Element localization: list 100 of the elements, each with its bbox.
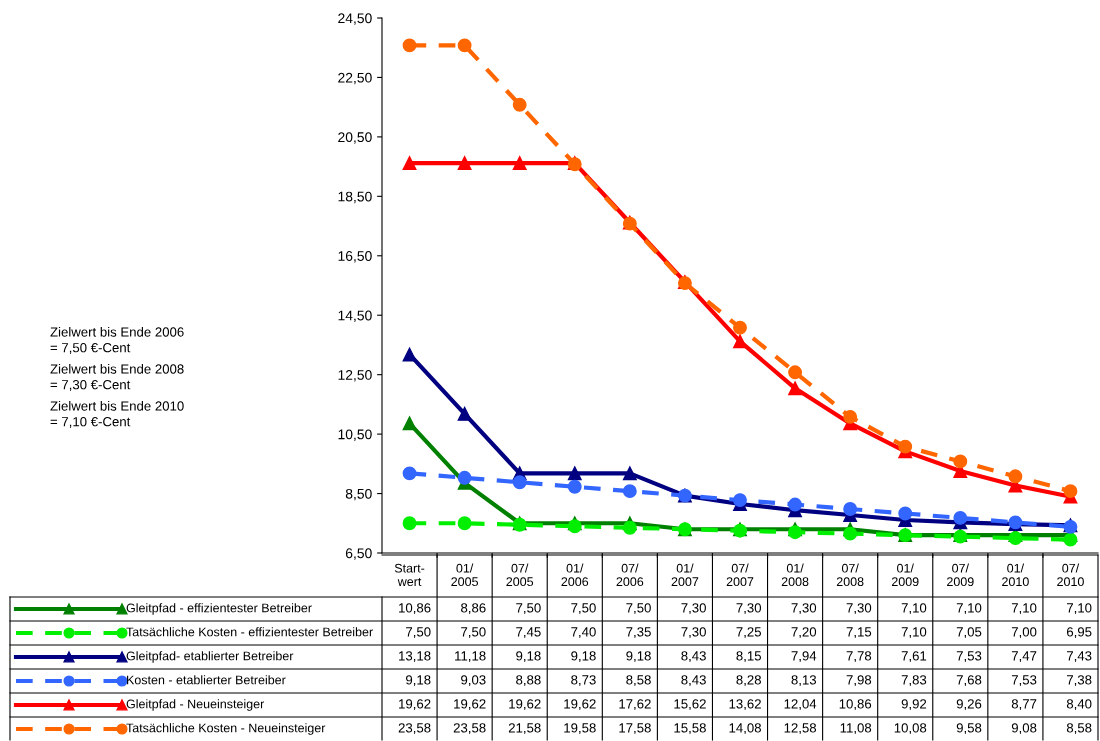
data-label: 23,58: [398, 723, 431, 735]
data-label: 7,30: [846, 603, 872, 615]
data-label: 7,98: [846, 675, 872, 687]
data-label: 7,00: [1011, 627, 1037, 639]
data-label: 7,30: [791, 603, 817, 615]
data-label: 11,08: [840, 723, 872, 735]
data-label: 8,40: [1066, 699, 1092, 711]
x-tick-label: Start- wert: [394, 563, 425, 587]
x-tick-label: 01/ 2010: [1002, 563, 1029, 587]
x-tick-label: 07/ 2009: [947, 563, 974, 587]
data-label: 7,53: [956, 651, 982, 663]
data-label: 7,50: [516, 603, 541, 615]
data-label: 8,58: [626, 675, 651, 687]
data-label: 8,73: [571, 675, 596, 687]
y-tick-label: 12,50: [338, 370, 372, 382]
x-tick-label: 07/ 2008: [836, 563, 864, 587]
data-label: 8,86: [461, 603, 486, 615]
x-tick-label: 07/ 2007: [726, 563, 754, 587]
data-label: 7,15: [846, 627, 872, 639]
x-tick-label: 01/ 2008: [781, 563, 809, 587]
data-label: 6,95: [1066, 627, 1092, 639]
data-label: 8,13: [791, 675, 817, 687]
data-label: 19,62: [509, 699, 541, 711]
data-label: 7,20: [791, 627, 817, 639]
data-label: 15,58: [674, 723, 706, 735]
legend-label: Gleitpfad - effizientester Betreiber: [126, 603, 312, 615]
y-tick-label: 24,50: [338, 13, 372, 25]
data-label: 8,28: [736, 675, 761, 687]
data-label: 7,40: [571, 627, 596, 639]
data-label: 7,35: [626, 627, 651, 639]
data-label: 10,86: [839, 699, 872, 711]
data-label: 7,45: [516, 627, 541, 639]
data-label: 7,05: [956, 627, 982, 639]
data-label: 15,62: [674, 699, 706, 711]
data-label: 7,30: [681, 603, 706, 615]
data-label: 9,03: [461, 675, 486, 687]
legend-label: Gleitpfad - Neueinsteiger: [126, 699, 265, 711]
data-label: 7,43: [1067, 651, 1092, 663]
text: Zielwert bis Ende 2006 = 7,50 €-Cent: [50, 327, 184, 354]
data-label: 8,88: [516, 675, 541, 687]
data-label: 7,10: [901, 603, 927, 615]
data-label: 23,58: [453, 723, 486, 735]
data-label: 9,08: [1011, 723, 1037, 735]
data-label: 17,62: [619, 699, 651, 711]
data-label: 7,10: [956, 603, 982, 615]
y-tick-label: 10,50: [338, 429, 372, 441]
data-label: 17,58: [619, 723, 651, 735]
data-label: 7,10: [1011, 603, 1037, 615]
x-tick-label: 07/ 2005: [506, 563, 534, 587]
data-label: 10,08: [894, 723, 927, 735]
data-label: 14,08: [729, 723, 761, 735]
data-label: 7,30: [736, 603, 762, 615]
data-label: 19,58: [564, 723, 596, 735]
legend-label: Gleitpfad- etablierter Betreiber: [126, 651, 294, 663]
data-label: 9,18: [571, 651, 596, 663]
data-label: 9,18: [516, 651, 541, 663]
data-label: 9,18: [406, 675, 431, 687]
data-label: 11,18: [455, 651, 486, 663]
data-label: 12,04: [784, 699, 817, 711]
data-label: 8,58: [1066, 723, 1092, 735]
data-label: 7,78: [846, 651, 872, 663]
y-tick-label: 16,50: [338, 251, 372, 263]
data-label: 10,86: [399, 603, 431, 615]
data-label: 7,83: [901, 675, 927, 687]
x-tick-label: 07/ 2006: [616, 563, 644, 587]
data-label: 8,15: [736, 651, 761, 663]
data-label: 7,68: [956, 675, 982, 687]
x-tick-label: 01/ 2005: [451, 563, 478, 587]
data-label: 7,10: [901, 627, 927, 639]
data-label: 13,18: [399, 651, 431, 663]
data-label: 7,30: [681, 627, 706, 639]
text: Zielwert bis Ende 2008 = 7,30 €-Cent: [50, 364, 184, 391]
data-label: 7,25: [736, 627, 761, 639]
data-label: 12,58: [784, 723, 817, 735]
y-tick-label: 6,50: [345, 548, 372, 560]
data-label: 19,62: [399, 699, 431, 711]
data-label: 8,43: [681, 675, 706, 687]
data-label: 8,43: [681, 651, 706, 663]
data-label: 21,58: [508, 723, 541, 735]
data-label: 7,38: [1067, 675, 1092, 687]
legend-label: Tatsächliche Kosten - effizientester Betreiber: [126, 627, 373, 637]
data-label: 9,58: [956, 723, 982, 735]
data-label: 7,50: [571, 603, 596, 615]
data-label: 9,26: [956, 699, 982, 711]
legend-label: Tatsächliche Kosten - Neueinsteiger: [126, 723, 326, 735]
x-tick-label: 01/ 2006: [561, 563, 589, 587]
data-label: 7,10: [1067, 603, 1092, 615]
data-label: 13,62: [729, 699, 761, 711]
y-tick-label: 22,50: [338, 72, 372, 85]
y-tick-label: 20,50: [338, 132, 372, 144]
data-label: 7,50: [626, 603, 651, 615]
x-tick-label: 01/ 2009: [891, 563, 919, 587]
text: Zielwert bis Ende 2010 = 7,10 €-Cent: [50, 401, 184, 428]
data-label: 7,50: [461, 627, 486, 639]
data-label: 7,94: [791, 651, 817, 663]
x-tick-label: 07/ 2010: [1057, 563, 1084, 587]
data-label: 8,77: [1011, 699, 1037, 711]
data-label: 19,62: [454, 699, 486, 711]
data-label: 9,92: [901, 699, 927, 711]
data-label: 7,47: [1011, 651, 1037, 663]
